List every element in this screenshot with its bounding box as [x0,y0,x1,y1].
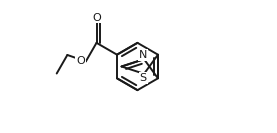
Text: O: O [76,56,85,66]
Text: S: S [140,73,147,83]
Text: N: N [139,50,147,60]
Text: O: O [92,13,101,23]
